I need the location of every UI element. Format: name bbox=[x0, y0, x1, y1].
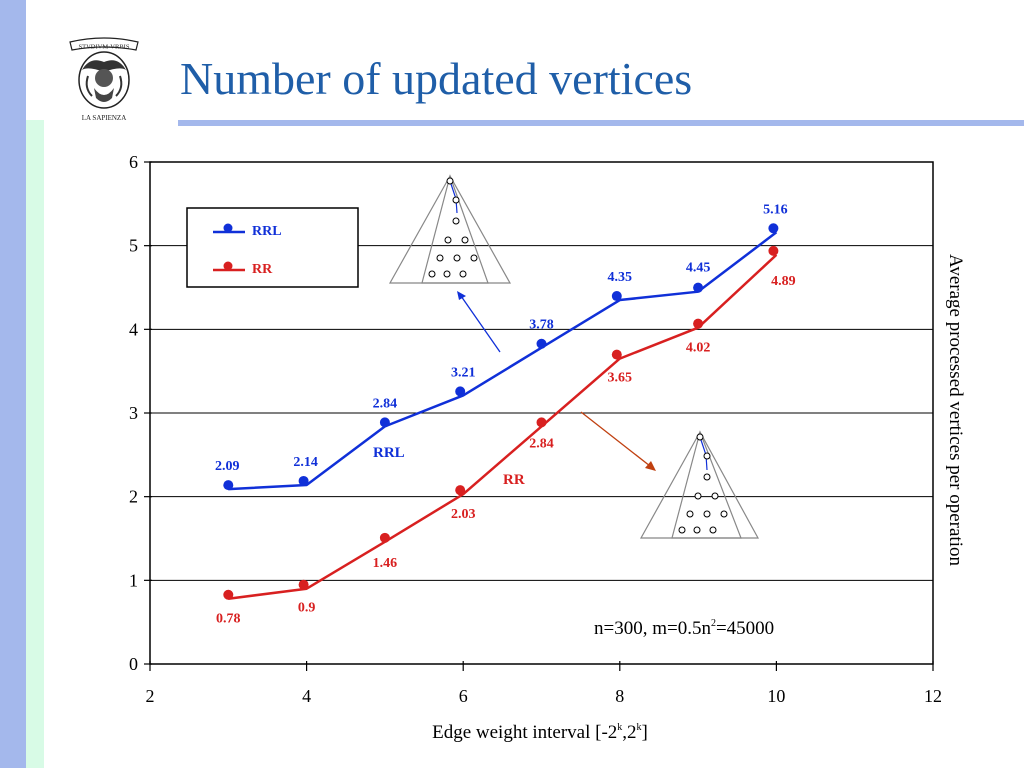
legend-marker-rrl bbox=[223, 223, 233, 233]
x-tick-label: 8 bbox=[615, 686, 624, 706]
data-point-rr bbox=[611, 349, 622, 360]
y-tick-label: 2 bbox=[129, 487, 138, 507]
data-point-rr bbox=[455, 485, 466, 496]
data-label-rrl: 3.78 bbox=[529, 318, 554, 333]
data-label-rr: 3.65 bbox=[608, 371, 633, 386]
triangle-diagram-rrl bbox=[388, 174, 512, 284]
x-axis-label: Edge weight interval [-2k,2k] bbox=[432, 722, 648, 743]
legend-box bbox=[186, 207, 359, 288]
data-label-rrl: 4.45 bbox=[686, 261, 711, 276]
series-line-rr bbox=[228, 253, 778, 600]
data-label-rr: 4.89 bbox=[771, 274, 796, 289]
x-tick-label: 12 bbox=[924, 686, 942, 706]
y-tick-label: 4 bbox=[129, 319, 138, 339]
data-point-rrl bbox=[455, 386, 466, 397]
university-logo: STVDIVM·VRBIS LA SAPIENZA bbox=[64, 36, 144, 124]
logo-caption: LA SAPIENZA bbox=[82, 114, 127, 122]
data-label-rr: 2.03 bbox=[451, 507, 476, 522]
x-tick-label: 4 bbox=[302, 686, 311, 706]
side-stripe-green bbox=[26, 120, 44, 768]
side-stripe-blue bbox=[0, 0, 26, 768]
data-point-rrl bbox=[611, 291, 622, 302]
data-point-rrl bbox=[298, 475, 309, 486]
series-line-rrl bbox=[228, 231, 778, 491]
data-label-rrl: 2.14 bbox=[293, 455, 318, 470]
legend: RRL RR bbox=[186, 207, 359, 288]
data-label-rr: 4.02 bbox=[686, 341, 711, 356]
data-point-rr bbox=[379, 532, 390, 543]
series-inline-label-rrl: RRL bbox=[373, 445, 405, 461]
y-tick-label: 3 bbox=[129, 403, 138, 423]
data-label-rrl: 2.84 bbox=[373, 396, 398, 411]
data-label-rr: 1.46 bbox=[373, 556, 398, 571]
x-tick-label: 10 bbox=[767, 686, 785, 706]
y-tick-label: 1 bbox=[129, 570, 138, 590]
y-tick-label: 6 bbox=[129, 152, 138, 172]
data-point-rrl bbox=[379, 417, 390, 428]
y-tick-label: 5 bbox=[129, 236, 138, 256]
y-tick-label: 0 bbox=[129, 654, 138, 674]
data-label-rrl: 2.09 bbox=[215, 459, 240, 474]
data-point-rrl bbox=[223, 480, 234, 491]
data-label-rr: 2.84 bbox=[529, 436, 554, 451]
triangle-diagram-rr bbox=[639, 430, 760, 539]
data-point-rr bbox=[298, 579, 309, 590]
chart-annotation: n=300, m=0.5n2=45000 bbox=[594, 618, 774, 639]
data-label-rrl: 5.16 bbox=[763, 202, 788, 217]
legend-label-rr: RR bbox=[252, 262, 273, 277]
data-point-rrl bbox=[768, 223, 779, 234]
series-layer bbox=[223, 223, 779, 600]
pointer-arrowhead-rrl bbox=[457, 291, 466, 300]
legend-label-rrl: RRL bbox=[252, 224, 282, 239]
title-underline bbox=[178, 120, 1024, 126]
logo-motto: STVDIVM·VRBIS bbox=[79, 44, 130, 51]
data-label-rrl: 4.35 bbox=[608, 270, 633, 285]
slide-title: Number of updated vertices bbox=[180, 53, 693, 104]
data-point-rr bbox=[768, 245, 779, 256]
data-point-rrl bbox=[536, 338, 547, 349]
legend-marker-rr bbox=[223, 261, 233, 271]
data-label-layer: 2.09 2.14 2.84 3.21 3.78 4.35 4.45 5.16 0.78 0.9 1… bbox=[215, 202, 796, 626]
data-point-rr bbox=[693, 318, 704, 329]
pointer-arrow-rr bbox=[580, 411, 651, 467]
x-tick-label: 6 bbox=[459, 686, 468, 706]
data-point-rr bbox=[223, 589, 234, 600]
data-point-rrl bbox=[693, 282, 704, 293]
series-inline-label-rr: RR bbox=[503, 472, 525, 488]
pointer-arrowhead-rr bbox=[645, 461, 656, 471]
data-label-rrl: 3.21 bbox=[451, 365, 476, 380]
x-tick-label: 2 bbox=[146, 686, 155, 706]
data-label-rr: 0.9 bbox=[298, 601, 316, 616]
data-label-rr: 0.78 bbox=[216, 612, 241, 627]
pointer-arrow-rrl bbox=[460, 295, 501, 353]
data-point-rr bbox=[536, 417, 547, 428]
y-axis-label: Average processed vertices per operation bbox=[945, 254, 966, 566]
grid-layer bbox=[150, 245, 933, 581]
